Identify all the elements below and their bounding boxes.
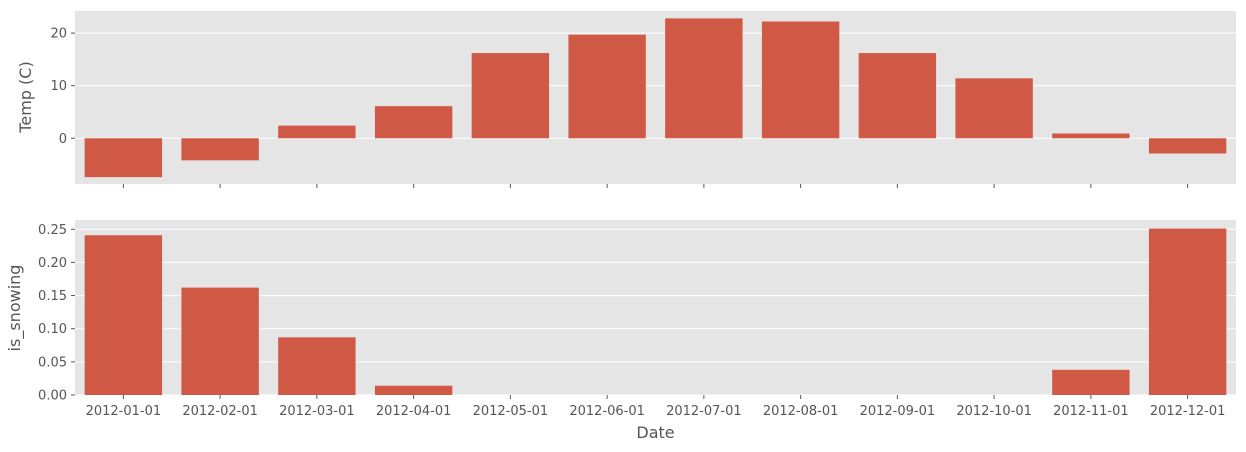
snow-bar-2012-11-01 <box>1052 369 1130 395</box>
temp-chart-panel: 0 10 20 Temp (C) <box>16 11 1236 188</box>
snow-y-tick-label: 0.05 <box>38 355 67 370</box>
temp-bar-2012-02-01 <box>181 138 259 161</box>
snow-x-tick-label: 2012-12-01 <box>1150 404 1226 419</box>
snow-x-tick-label: 2012-01-01 <box>86 404 162 419</box>
snow-bar-2012-02-01 <box>181 287 259 395</box>
temp-plot-background <box>75 11 1236 184</box>
snow-x-tick-label: 2012-02-01 <box>182 404 258 419</box>
snow-plot-background <box>75 220 1236 395</box>
snow-y-tick-label: 0.10 <box>38 322 67 337</box>
snow-y-tick-label: 0.15 <box>38 289 67 304</box>
snow-y-tick-label: 0.20 <box>38 256 67 271</box>
snow-bar-2012-12-01 <box>1148 228 1227 395</box>
temp-bar-2012-04-01 <box>374 106 453 139</box>
temp-bar-2012-01-01 <box>84 138 163 178</box>
snow-x-tick-label: 2012-06-01 <box>569 404 645 419</box>
snow-x-tick-label: 2012-10-01 <box>956 404 1032 419</box>
snow-x-tick-label: 2012-11-01 <box>1053 404 1129 419</box>
temp-bar-2012-06-01 <box>568 34 646 139</box>
snow-x-axis-label: Date <box>636 423 674 442</box>
temp-bar-2012-11-01 <box>1052 133 1130 139</box>
snow-y-tick-label: 0.00 <box>38 389 67 404</box>
temp-bar-2012-05-01 <box>471 53 550 139</box>
temp-bar-2012-09-01 <box>858 53 937 139</box>
temp-bar-2012-07-01 <box>665 18 743 139</box>
snow-bar-2012-01-01 <box>84 235 163 395</box>
temp-y-axis-label: Temp (C) <box>16 61 35 133</box>
snow-chart-panel: 0.00 0.05 0.10 0.15 0.20 0.25 2012-01-01 2012-0… <box>5 220 1236 442</box>
temp-y-tick-label: 10 <box>50 79 67 94</box>
temp-y-tick-label: 0 <box>59 132 67 147</box>
snow-x-tick-label: 2012-08-01 <box>763 404 839 419</box>
snow-x-tick-label: 2012-03-01 <box>279 404 355 419</box>
temp-bar-2012-12-01 <box>1148 138 1227 154</box>
snow-y-tick-label: 0.25 <box>38 223 67 238</box>
temp-bar-2012-10-01 <box>955 78 1033 139</box>
temp-bar-2012-08-01 <box>761 21 840 139</box>
snow-x-tick-label: 2012-04-01 <box>376 404 452 419</box>
snow-x-tick-label: 2012-09-01 <box>860 404 936 419</box>
snow-x-tick-label: 2012-07-01 <box>666 404 742 419</box>
snow-x-tick-label: 2012-05-01 <box>473 404 549 419</box>
temp-y-tick-label: 20 <box>50 27 67 42</box>
snow-bar-2012-04-01 <box>374 385 453 395</box>
snow-y-axis-label: is_snowing <box>5 265 25 352</box>
temp-bar-2012-03-01 <box>278 125 356 139</box>
snow-bar-2012-03-01 <box>278 337 356 395</box>
